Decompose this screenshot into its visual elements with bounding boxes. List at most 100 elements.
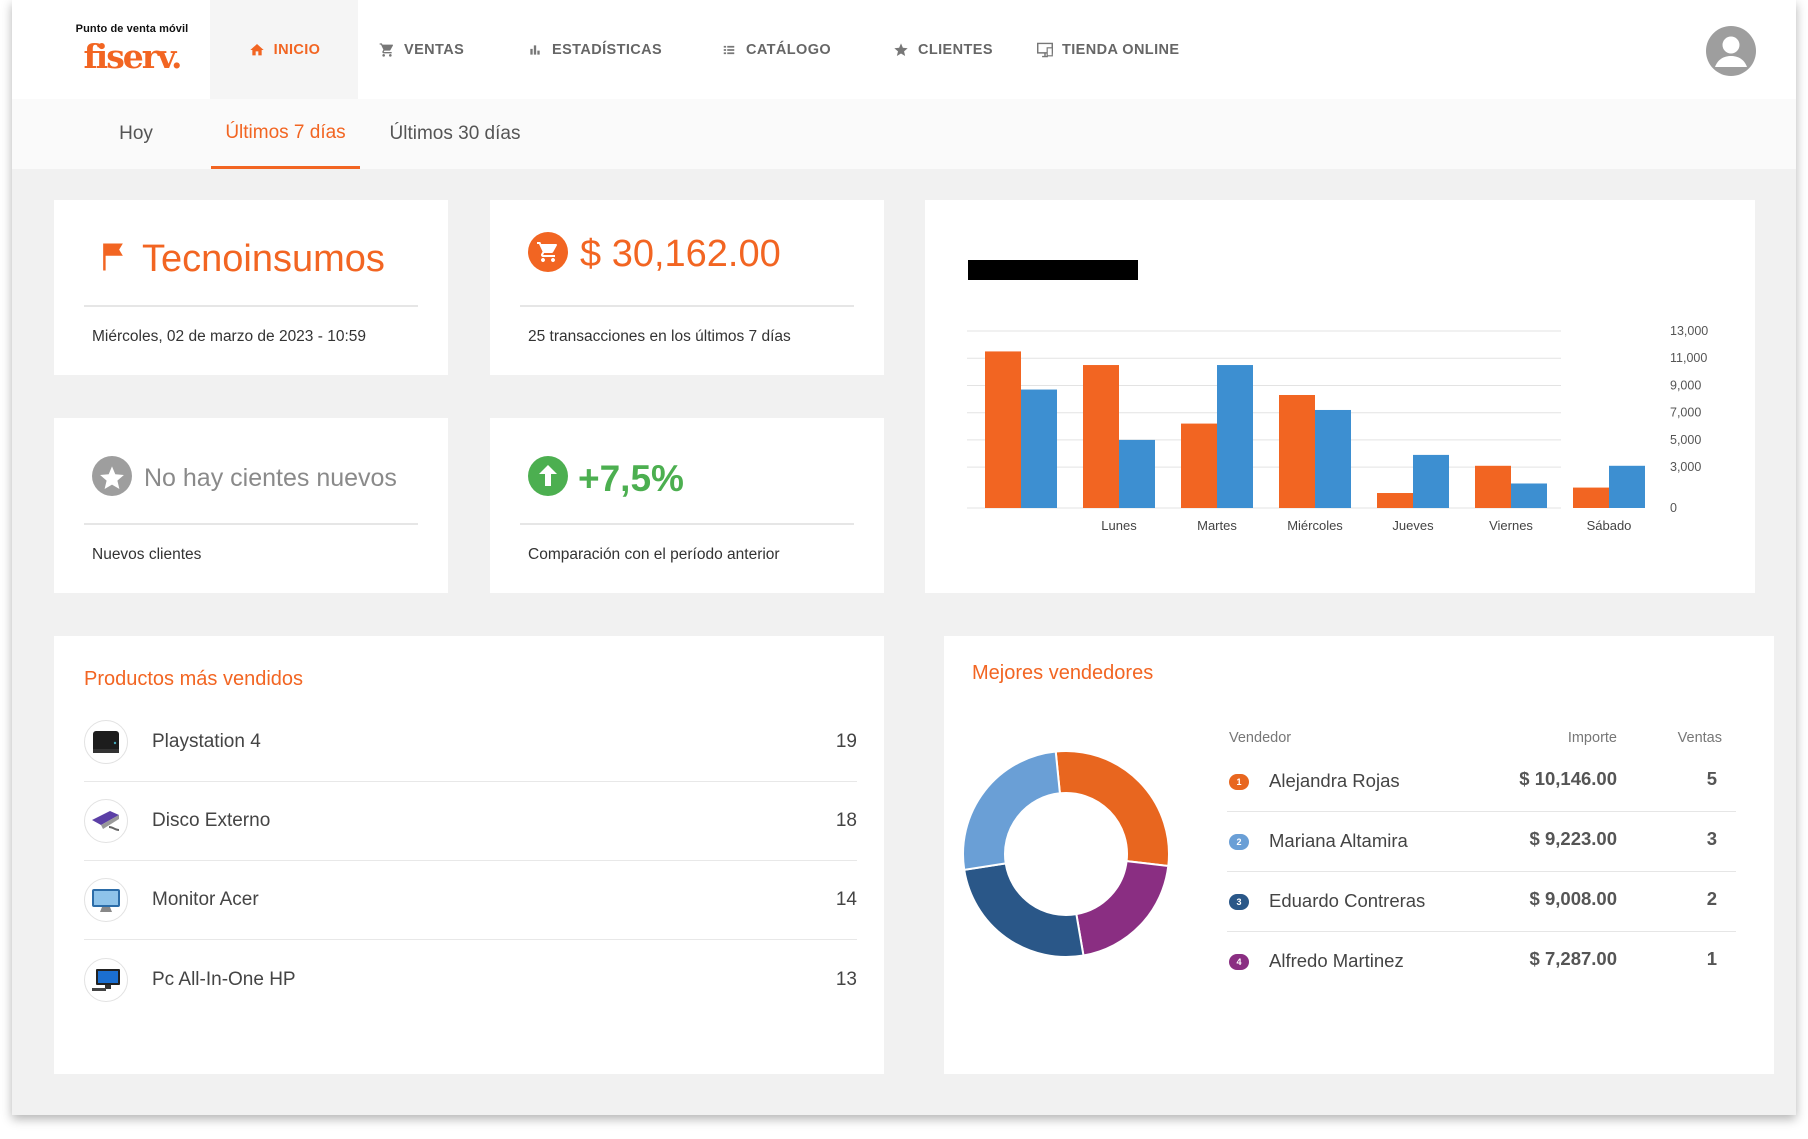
logo[interactable]: Punto de venta móvil fiserv. [62,23,202,76]
chart-bar[interactable] [985,351,1021,508]
new-clients-label: Nuevos clientes [92,546,202,563]
nav-tienda-online[interactable]: TIENDA ONLINE [1036,0,1179,99]
current-date: Miércoles, 02 de marzo de 2023 - 10:59 [92,328,366,345]
y-tick-label: 3,000 [1670,460,1701,474]
logo-brand: fiserv. [83,37,182,76]
chart-bar[interactable] [1413,454,1449,508]
column-header-importe: Importe [1567,730,1617,746]
growth-label: Comparación con el período anterior [528,546,780,563]
y-tick-label: 11,000 [1670,351,1707,365]
tab-ultimos-7-dias[interactable]: Últimos 7 días [211,99,360,169]
donut-slice[interactable] [1054,750,1170,868]
table-row[interactable]: 3 Eduardo Contreras $ 9,008.00 2 [1227,872,1736,932]
tab-ultimos-30-dias[interactable]: Últimos 30 días [389,123,521,144]
revenue-total: $ 30,162.00 [580,233,781,275]
monitor-icon [1036,41,1054,59]
table-row[interactable]: 4 Alfredo Martinez $ 7,287.00 1 [1227,932,1736,992]
y-tick-label: 0 [1670,501,1677,515]
cart-icon [378,41,396,59]
store-name: Tecnoinsumos [142,238,385,280]
sales-bar-chart: 13,000 11,000 9,000 7,000 5,000 3,000 0 Lunes Ma… [967,324,1708,533]
chart-bar[interactable] [1377,493,1413,508]
seller-sales: 1 [1706,948,1717,969]
external-disk-icon [84,799,128,843]
seller-sales: 3 [1706,828,1717,849]
seller-amount: $ 7,287.00 [1529,948,1617,969]
rank-badge: 4 [1229,954,1249,970]
x-tick-label: Jueves [1392,518,1434,533]
donut-slice[interactable] [963,862,1085,958]
product-qty: 18 [835,810,857,831]
seller-name: Mariana Altamira [1269,830,1408,851]
list-item[interactable]: Monitor Acer 14 [84,861,857,940]
seller-sales: 5 [1706,768,1717,789]
nav-label: INICIO [273,41,321,58]
y-tick-label: 13,000 [1670,324,1708,338]
flag-icon [98,241,128,278]
kpi-revenue-card: $ 30,162.00 25 transacciones en los últi… [490,200,884,375]
product-name: Pc All-In-One HP [152,968,296,990]
nav-label: VENTAS [404,41,465,58]
period-tabs: Hoy Últimos 7 días Últimos 30 días [12,99,1796,169]
list-item[interactable]: Pc All-In-One HP 13 [84,940,857,1019]
nav-catalogo[interactable]: CATÁLOGO [720,0,831,99]
product-name: Disco Externo [152,810,271,831]
home-icon [248,41,266,59]
nav-label: TIENDA ONLINE [1062,41,1180,58]
table-row[interactable]: 1 Alejandra Rojas $ 10,146.00 5 [1227,752,1736,812]
top-products-card: Productos más vendidos Playstation 4 19 … [54,636,884,1074]
divider [520,305,854,307]
console-icon [84,720,128,764]
divider [520,523,854,525]
app-window: Punto de venta móvil fiserv. INICIO VENT… [12,0,1796,1115]
seller-amount: $ 9,008.00 [1529,888,1617,909]
nav-ventas[interactable]: VENTAS [378,0,464,99]
chart-bar[interactable] [1279,394,1315,508]
product-name: Monitor Acer [152,889,259,910]
product-qty: 13 [835,968,857,990]
sales-chart-card: 13,000 11,000 9,000 7,000 5,000 3,000 0 Lunes Ma… [925,200,1755,593]
seller-name: Alejandra Rojas [1269,770,1400,791]
chart-bar[interactable] [1315,409,1351,508]
chart-bar[interactable] [1511,483,1547,508]
list-item[interactable]: Playstation 4 19 [84,703,857,782]
top-products-title: Productos más vendidos [84,668,304,690]
seller-sales: 2 [1706,888,1717,909]
sellers-donut-chart [962,750,1170,958]
nav-label: CLIENTES [918,41,993,58]
nav-clientes[interactable]: CLIENTES [892,0,993,99]
nav-inicio[interactable]: INICIO [210,0,358,99]
chart-bar[interactable] [1021,389,1057,508]
kpi-clients-card: No hay cientes nuevos Nuevos clientes [54,418,448,593]
tab-hoy[interactable]: Hoy [119,123,153,144]
rank-badge: 2 [1229,834,1249,850]
chart-bar[interactable] [1083,365,1119,508]
top-sellers-title: Mejores vendedores [972,662,1154,684]
list-item[interactable]: Disco Externo 18 [84,782,857,861]
new-clients-message: No hay cientes nuevos [144,464,397,492]
seller-name: Alfredo Martinez [1269,950,1404,971]
seller-amount: $ 9,223.00 [1529,828,1617,849]
growth-percent: +7,5% [578,457,684,499]
transactions-summary: 25 transacciones en los últimos 7 días [528,328,791,345]
star-circle-icon [92,456,132,501]
chart-bar[interactable] [1475,465,1511,508]
nav-label: CATÁLOGO [746,41,832,58]
list-icon [720,41,738,59]
cart-circle-icon [528,232,568,277]
kpi-store-card: Tecnoinsumos Miércoles, 02 de marzo de 2… [54,200,448,375]
chart-bar[interactable] [1181,423,1217,508]
table-row[interactable]: 2 Mariana Altamira $ 9,223.00 3 [1227,812,1736,872]
column-header-ventas: Ventas [1677,730,1722,746]
nav-estadisticas[interactable]: ESTADÍSTICAS [526,0,662,99]
x-tick-label: Lunes [1101,518,1137,533]
bar-chart-icon [526,41,544,59]
donut-slice[interactable] [962,750,1062,871]
donut-slice[interactable] [1075,859,1170,957]
y-tick-label: 9,000 [1670,378,1701,392]
chart-bar[interactable] [1609,465,1645,508]
chart-bar[interactable] [1573,487,1609,508]
chart-bar[interactable] [1119,439,1155,508]
chart-bar[interactable] [1217,365,1253,508]
user-avatar-icon[interactable] [1706,26,1756,76]
